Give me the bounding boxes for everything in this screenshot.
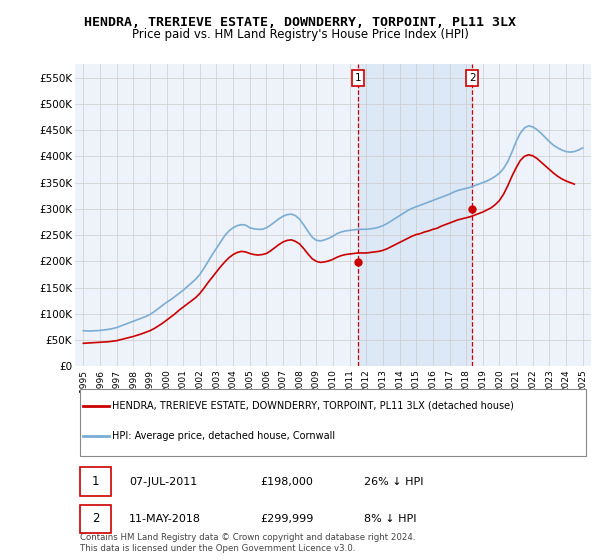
Text: 2: 2 [92, 512, 100, 525]
FancyBboxPatch shape [80, 467, 111, 496]
Text: £299,999: £299,999 [261, 514, 314, 524]
Text: HPI: Average price, detached house, Cornwall: HPI: Average price, detached house, Corn… [112, 431, 335, 441]
Text: HENDRA, TRERIEVE ESTATE, DOWNDERRY, TORPOINT, PL11 3LX (detached house): HENDRA, TRERIEVE ESTATE, DOWNDERRY, TORP… [112, 400, 514, 410]
Text: 11-MAY-2018: 11-MAY-2018 [129, 514, 201, 524]
Text: 26% ↓ HPI: 26% ↓ HPI [364, 477, 424, 487]
Text: Contains HM Land Registry data © Crown copyright and database right 2024.: Contains HM Land Registry data © Crown c… [80, 533, 416, 542]
Text: Price paid vs. HM Land Registry's House Price Index (HPI): Price paid vs. HM Land Registry's House … [131, 28, 469, 41]
Text: 07-JUL-2011: 07-JUL-2011 [129, 477, 197, 487]
Text: HENDRA, TRERIEVE ESTATE, DOWNDERRY, TORPOINT, PL11 3LX: HENDRA, TRERIEVE ESTATE, DOWNDERRY, TORP… [84, 16, 516, 29]
FancyBboxPatch shape [80, 389, 586, 456]
Text: £198,000: £198,000 [261, 477, 314, 487]
Text: This data is licensed under the Open Government Licence v3.0.: This data is licensed under the Open Gov… [80, 544, 356, 553]
Text: 1: 1 [355, 73, 362, 83]
FancyBboxPatch shape [80, 505, 111, 533]
Text: 1: 1 [92, 475, 100, 488]
Bar [358, 64, 472, 366]
Text: 8% ↓ HPI: 8% ↓ HPI [364, 514, 416, 524]
Text: 2: 2 [469, 73, 475, 83]
